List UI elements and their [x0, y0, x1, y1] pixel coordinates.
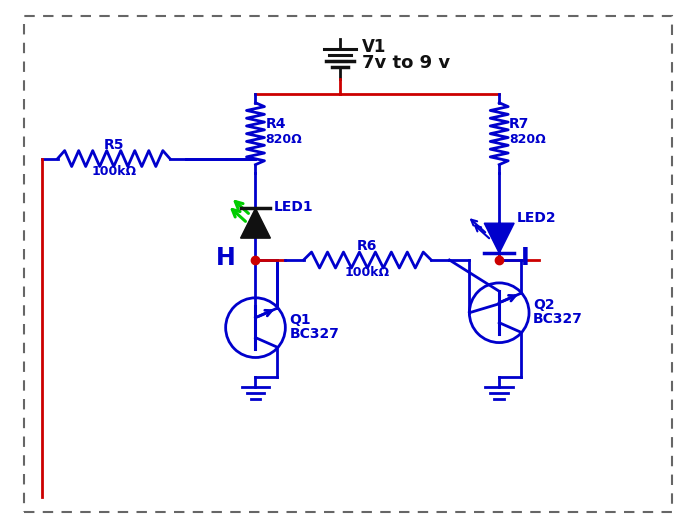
Text: 820Ω: 820Ω: [265, 133, 302, 146]
Text: I: I: [521, 246, 530, 270]
Text: 820Ω: 820Ω: [509, 133, 546, 146]
Text: Q1: Q1: [289, 313, 311, 327]
Text: H: H: [216, 246, 235, 270]
Text: BC327: BC327: [533, 312, 583, 326]
Text: LED2: LED2: [517, 211, 557, 225]
Polygon shape: [484, 223, 514, 253]
Text: R4: R4: [265, 117, 286, 131]
Text: Q2: Q2: [533, 298, 555, 312]
Text: 100kΩ: 100kΩ: [91, 165, 136, 178]
Text: 7v to 9 v: 7v to 9 v: [362, 54, 450, 72]
Text: R7: R7: [509, 117, 530, 131]
Text: BC327: BC327: [289, 327, 339, 341]
Text: 100kΩ: 100kΩ: [345, 267, 390, 279]
Text: LED1: LED1: [274, 200, 313, 214]
Text: V1: V1: [362, 38, 386, 56]
Text: R5: R5: [103, 138, 124, 152]
Polygon shape: [241, 208, 270, 238]
Text: R6: R6: [357, 239, 378, 253]
